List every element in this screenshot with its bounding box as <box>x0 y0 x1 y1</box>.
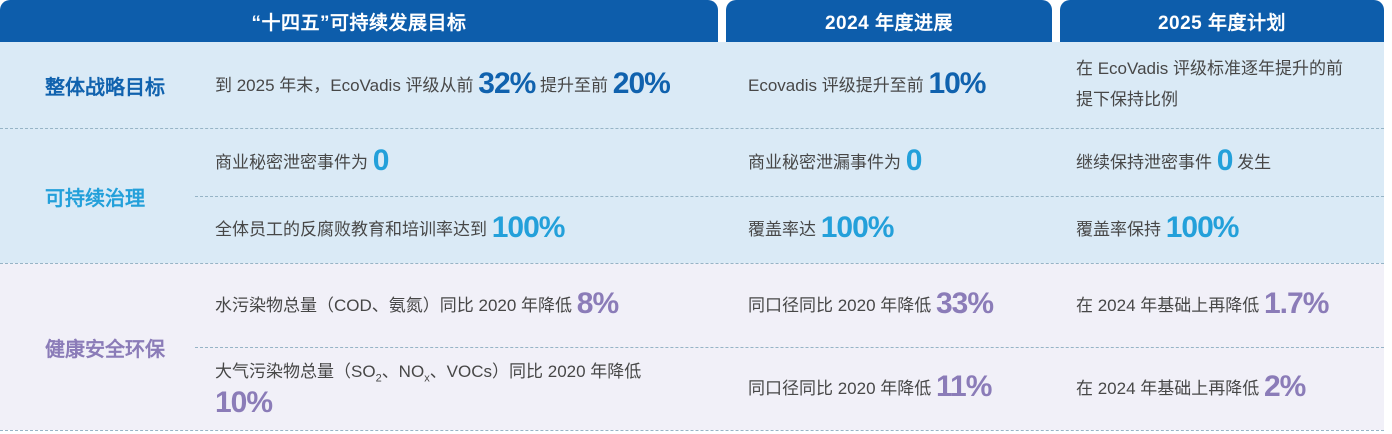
cell-goal: 商业秘密泄密事件为 0 <box>215 143 390 177</box>
section-label-overall-strategy: 整体战略目标 <box>45 76 165 99</box>
header-progress-2024-label: 2024 年度进展 <box>824 12 954 34</box>
highlight-number: 1.7% <box>1264 286 1329 320</box>
section-sustainable-governance: 可持续治理 商业秘密泄密事件为 0 商业秘密泄漏事件为 0 继续保持泄密事件 0… <box>0 128 1384 263</box>
section-label-health-safety-environment: 健康安全环保 <box>45 338 165 361</box>
highlight-number: 8% <box>576 286 619 320</box>
table-row: 全体员工的反腐败教育和培训率达到 100% 覆盖率达 100% 覆盖率保持 10… <box>195 195 1384 264</box>
table-body: 整体战略目标 到 2025 年末，EcoVadis 评级从前 32% 提升至前 … <box>0 42 1384 431</box>
table-bottom-divider <box>0 430 1384 431</box>
section-overall-strategy: 整体战略目标 到 2025 年末，EcoVadis 评级从前 32% 提升至前 … <box>0 42 1384 128</box>
highlight-number: 100% <box>491 211 566 245</box>
subscript-text: x <box>424 372 430 385</box>
table-header-row: “十四五”可持续发展目标 2024 年度进展 2025 年度计划 <box>0 0 1384 42</box>
header-goals-column: “十四五”可持续发展目标 <box>0 0 718 42</box>
highlight-number: 32% <box>478 66 536 100</box>
highlight-number: 0 <box>372 143 390 177</box>
header-plan-2025-label: 2025 年度计划 <box>1157 12 1287 34</box>
header-progress-2024-column: 2024 年度进展 <box>726 0 1052 42</box>
highlight-number: 0 <box>905 143 923 177</box>
section-health-safety-environment: 健康安全环保 水污染物总量（COD、氨氮）同比 2020 年降低 8% 同口径同… <box>0 263 1384 430</box>
cell-progress: Ecovadis 评级提升至前 10% <box>748 66 986 100</box>
cell-plan: 在 2024 年基础上再降低 1.7% <box>1076 286 1329 320</box>
table-row: 水污染物总量（COD、氨氮）同比 2020 年降低 8% 同口径同比 2020 … <box>195 264 1384 347</box>
cell-progress: 商业秘密泄漏事件为 0 <box>748 143 923 177</box>
section-rows: 水污染物总量（COD、氨氮）同比 2020 年降低 8% 同口径同比 2020 … <box>195 264 1384 430</box>
highlight-number: 10% <box>928 66 986 100</box>
highlight-number: 100% <box>820 211 895 245</box>
header-plan-2025-column: 2025 年度计划 <box>1060 0 1384 42</box>
cell-plan: 在 2024 年基础上再降低 2% <box>1076 370 1306 404</box>
highlight-number: 0 <box>1216 143 1234 177</box>
cell-goal: 全体员工的反腐败教育和培训率达到 100% <box>215 211 566 245</box>
cell-plan: 继续保持泄密事件 0 发生 <box>1076 143 1272 177</box>
highlight-number: 20% <box>612 66 671 100</box>
table-row: 大气污染物总量（SO2、NOx、VOCs）同比 2020 年降低 10% 同口径… <box>195 346 1384 431</box>
section-rows: 到 2025 年末，EcoVadis 评级从前 32% 提升至前 20% Eco… <box>195 42 1384 128</box>
highlight-number: 100% <box>1165 211 1240 245</box>
highlight-number: 33% <box>936 286 994 320</box>
cell-goal: 到 2025 年末，EcoVadis 评级从前 32% 提升至前 20% <box>215 66 671 100</box>
cell-goal: 水污染物总量（COD、氨氮）同比 2020 年降低 8% <box>215 286 619 320</box>
section-rows: 商业秘密泄密事件为 0 商业秘密泄漏事件为 0 继续保持泄密事件 0 发生 全体… <box>195 129 1384 263</box>
cell-progress: 同口径同比 2020 年降低 33% <box>748 286 994 320</box>
cell-plan: 在 EcoVadis 评级标准逐年提升的前提下保持比例 <box>1076 59 1344 109</box>
cell-progress: 同口径同比 2020 年降低 11% <box>748 370 992 404</box>
table-row: 商业秘密泄密事件为 0 商业秘密泄漏事件为 0 继续保持泄密事件 0 发生 <box>195 129 1384 196</box>
cell-progress: 覆盖率达 100% <box>748 211 895 245</box>
section-label-sustainable-governance: 可持续治理 <box>45 187 145 210</box>
highlight-number: 10% <box>215 385 273 419</box>
highlight-number: 2% <box>1264 370 1306 404</box>
table-row: 到 2025 年末，EcoVadis 评级从前 32% 提升至前 20% Eco… <box>195 42 1384 128</box>
highlight-number: 11% <box>936 370 992 404</box>
header-goals-label: “十四五”可持续发展目标 <box>251 12 467 34</box>
cell-goal: 大气污染物总量（SO2、NOx、VOCs）同比 2020 年降低 10% <box>215 362 642 419</box>
cell-plan: 覆盖率保持 100% <box>1076 211 1240 245</box>
subscript-text: 2 <box>375 372 382 385</box>
